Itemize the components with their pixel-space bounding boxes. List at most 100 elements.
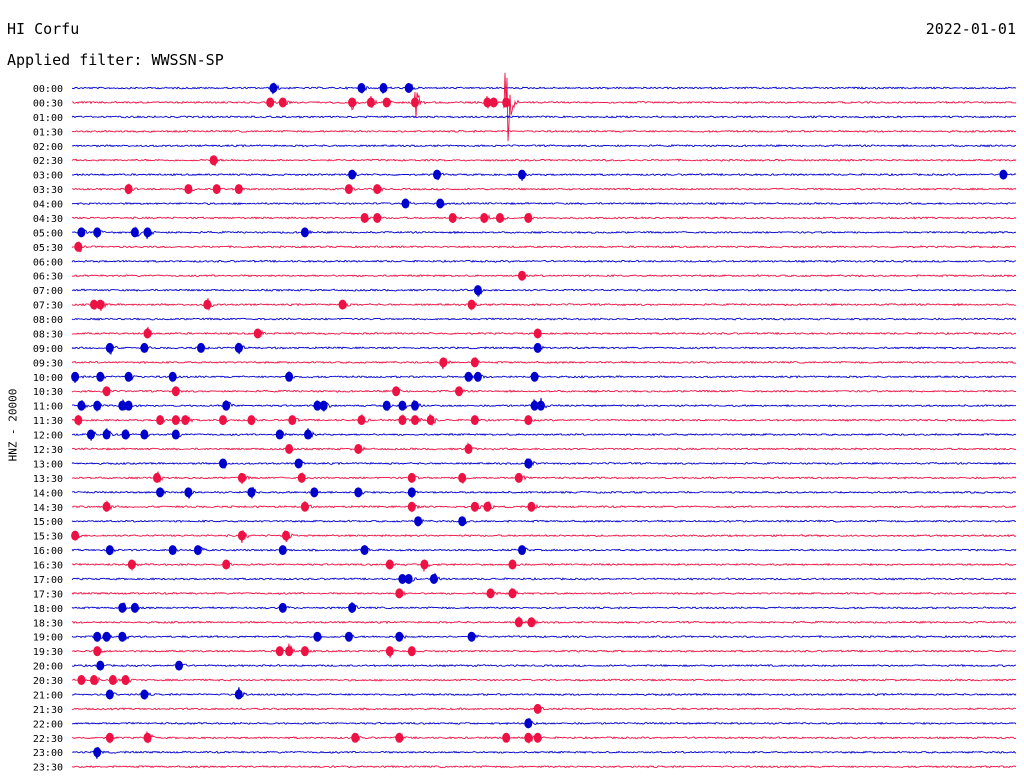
event-mark xyxy=(304,429,312,440)
event-mark xyxy=(90,299,98,310)
event-mark xyxy=(93,227,102,238)
event-mark xyxy=(93,400,102,411)
row-label: 17:00 xyxy=(33,575,63,586)
row-label: 18:00 xyxy=(33,604,63,615)
event-mark xyxy=(458,516,467,527)
trace-line xyxy=(71,156,1017,167)
event-mark xyxy=(524,732,533,743)
event-mark xyxy=(294,458,303,469)
trace-line xyxy=(71,676,1017,686)
event-mark xyxy=(143,732,152,743)
trace-line xyxy=(71,387,1017,396)
row-label: 02:30 xyxy=(33,156,63,167)
trace-line xyxy=(71,500,1017,513)
event-mark xyxy=(338,299,347,310)
row-label: 23:30 xyxy=(33,763,63,774)
event-mark xyxy=(222,559,231,570)
event-mark xyxy=(999,169,1008,180)
row-label: 18:30 xyxy=(33,618,63,629)
event-mark xyxy=(140,342,149,353)
event-mark xyxy=(288,415,297,426)
event-mark xyxy=(344,184,353,195)
event-mark xyxy=(398,573,407,584)
event-mark xyxy=(71,530,80,541)
event-mark xyxy=(171,386,180,397)
row-label: 08:30 xyxy=(33,329,63,340)
row-label: 05:30 xyxy=(33,243,63,254)
event-mark xyxy=(130,227,139,238)
event-mark xyxy=(143,227,152,238)
event-mark xyxy=(411,97,419,108)
event-mark xyxy=(480,212,489,223)
event-mark xyxy=(411,415,419,426)
event-mark xyxy=(234,184,243,195)
filter-label: Applied filter: WWSSN-SP xyxy=(7,51,224,69)
row-label: 07:00 xyxy=(33,286,63,297)
event-mark xyxy=(77,400,86,411)
row-label: 09:00 xyxy=(33,344,63,355)
trace-line xyxy=(71,144,1016,148)
event-mark xyxy=(351,732,360,743)
event-mark xyxy=(360,545,369,556)
event-mark xyxy=(527,617,536,628)
row-label: 23:00 xyxy=(33,748,63,759)
event-mark xyxy=(275,429,284,440)
event-mark xyxy=(464,371,473,382)
trace-line xyxy=(71,442,1017,453)
event-mark xyxy=(470,415,479,426)
event-mark xyxy=(102,631,111,642)
event-mark xyxy=(524,458,533,469)
row-label: 11:30 xyxy=(33,416,63,427)
event-mark xyxy=(121,675,130,686)
event-mark xyxy=(455,386,463,397)
event-mark xyxy=(90,675,98,686)
event-mark xyxy=(483,97,492,108)
row-label: 04:30 xyxy=(33,214,63,225)
trace-line xyxy=(71,129,1017,134)
event-mark xyxy=(373,212,382,223)
event-mark xyxy=(426,415,435,426)
event-mark xyxy=(140,429,149,440)
event-mark xyxy=(105,545,114,556)
row-label: 19:00 xyxy=(33,633,63,644)
row-label: 14:30 xyxy=(33,503,63,514)
trace-line xyxy=(71,342,1017,355)
event-mark xyxy=(420,559,429,570)
row-label: 16:00 xyxy=(33,546,63,557)
event-mark xyxy=(536,400,545,411)
event-mark xyxy=(234,689,243,700)
event-mark xyxy=(385,646,394,657)
event-mark xyxy=(354,487,363,498)
date-label: 2022-01-01 xyxy=(925,20,1016,38)
event-mark xyxy=(407,646,416,657)
trace-line xyxy=(72,731,1017,745)
event-mark xyxy=(470,501,479,512)
event-mark xyxy=(401,198,410,209)
event-mark xyxy=(140,689,149,700)
trace-line xyxy=(71,287,1017,297)
event-mark xyxy=(253,328,262,339)
event-mark xyxy=(458,472,467,483)
event-mark xyxy=(448,212,457,223)
event-mark xyxy=(530,371,539,382)
event-mark xyxy=(269,83,278,93)
event-mark xyxy=(105,342,114,353)
row-label: 16:30 xyxy=(33,561,63,572)
event-mark xyxy=(366,97,375,108)
event-mark xyxy=(77,675,86,686)
event-mark xyxy=(313,400,322,411)
event-mark xyxy=(282,530,290,541)
event-mark xyxy=(310,487,319,498)
row-label: 21:00 xyxy=(33,690,63,701)
event-mark xyxy=(398,400,407,411)
event-mark xyxy=(414,516,423,527)
event-mark xyxy=(74,415,83,426)
event-mark xyxy=(168,371,177,382)
event-mark xyxy=(285,646,294,657)
event-mark xyxy=(143,328,152,339)
trace-line xyxy=(71,317,1017,321)
trace-line xyxy=(71,661,1017,669)
event-mark xyxy=(203,299,212,310)
row-label: 19:30 xyxy=(33,647,63,658)
